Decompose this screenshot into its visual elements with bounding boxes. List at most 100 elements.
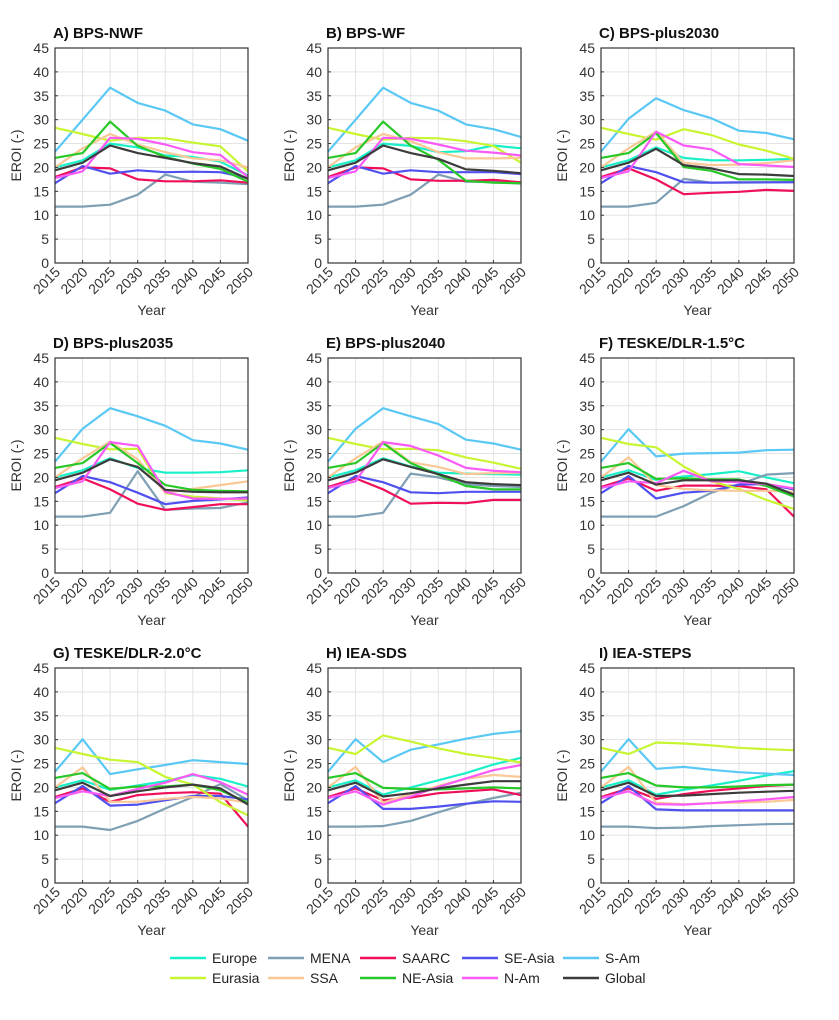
series-line-mena: [328, 472, 522, 518]
series-line-global: [600, 147, 795, 178]
series-line-mena: [601, 822, 795, 830]
x-tick-label: 2020: [330, 574, 363, 607]
series-line-eurasia: [54, 126, 249, 173]
x-tick-label: 2050: [496, 884, 529, 917]
panel-a: A) BPS-NWF051015202530354045201520202025…: [8, 25, 256, 318]
x-tick-label: 2025: [85, 884, 118, 917]
x-tick-label: 2050: [223, 574, 256, 607]
x-axis-label: Year: [410, 612, 439, 628]
y-tick-label: 40: [33, 684, 49, 700]
x-axis-label: Year: [683, 612, 712, 628]
x-tick-label: 2040: [168, 574, 201, 607]
y-tick-label: 15: [33, 183, 49, 199]
panel-c: C) BPS-plus20300510152025303540452015202…: [554, 25, 802, 318]
x-tick-label: 2045: [195, 264, 228, 297]
legend-label: MENA: [310, 950, 351, 966]
legend-item-ne-asia: NE-Asia: [360, 970, 454, 986]
x-tick-label: 2030: [112, 574, 145, 607]
y-tick-label: 25: [306, 446, 322, 462]
series-line-ne-asia: [600, 462, 795, 498]
legend-label: SE-Asia: [504, 950, 555, 966]
y-tick-label: 35: [33, 708, 49, 724]
y-tick-label: 10: [579, 827, 595, 843]
y-tick-label: 10: [579, 207, 595, 223]
y-axis-label: EROI (-): [554, 129, 570, 181]
x-tick-label: 2020: [603, 884, 636, 917]
series-line-n-am: [600, 790, 795, 806]
panel-title: D) BPS-plus2035: [53, 335, 173, 352]
series-line-eurasia: [327, 436, 522, 470]
legend-item-mena: MENA: [268, 950, 351, 966]
y-tick-label: 40: [306, 374, 322, 390]
y-tick-label: 35: [579, 88, 595, 104]
y-tick-label: 5: [41, 851, 49, 867]
x-tick-label: 2020: [57, 884, 90, 917]
y-tick-label: 10: [33, 517, 49, 533]
panel-f: F) TESKE/DLR-1.5°C0510152025303540452015…: [554, 335, 802, 628]
y-tick-label: 10: [306, 207, 322, 223]
x-tick-label: 2050: [223, 264, 256, 297]
y-tick-label: 25: [579, 756, 595, 772]
x-tick-label: 2040: [714, 264, 747, 297]
y-tick-label: 5: [587, 541, 595, 557]
y-tick-label: 15: [306, 493, 322, 509]
series-line-n-am: [600, 130, 795, 180]
plot-frame: [600, 357, 795, 574]
series-line-global: [327, 780, 521, 798]
legend-label: Eurasia: [212, 970, 260, 986]
series-line-s-am: [327, 407, 522, 463]
series-line-ssa: [600, 130, 795, 169]
y-tick-label: 35: [306, 88, 322, 104]
y-tick-label: 15: [33, 493, 49, 509]
series-line-saarc: [54, 787, 249, 828]
y-tick-label: 0: [41, 565, 49, 581]
y-tick-label: 15: [579, 183, 595, 199]
series-line-eurasia: [600, 436, 795, 511]
y-tick-label: 40: [33, 64, 49, 80]
series-line-ssa: [327, 132, 522, 169]
y-tick-label: 5: [314, 851, 322, 867]
y-tick-label: 5: [314, 541, 322, 557]
x-tick-label: 2020: [330, 884, 363, 917]
series-line-europe: [327, 756, 522, 796]
series-line-ne-asia: [54, 120, 249, 183]
series-line-s-am: [600, 428, 795, 463]
legend-label: SAARC: [402, 950, 450, 966]
y-tick-label: 45: [306, 660, 322, 676]
y-tick-label: 0: [314, 565, 322, 581]
series-line-mena: [55, 173, 249, 208]
x-tick-label: 2045: [741, 574, 774, 607]
series-line-saarc: [327, 477, 521, 505]
legend-item-saarc: SAARC: [360, 950, 450, 966]
y-tick-label: 30: [306, 112, 322, 128]
y-tick-label: 25: [579, 446, 595, 462]
x-tick-label: 2030: [658, 574, 691, 607]
y-tick-label: 40: [306, 64, 322, 80]
y-tick-label: 0: [587, 255, 595, 271]
x-axis-label: Year: [410, 302, 439, 318]
legend-label: N-Am: [504, 970, 540, 986]
panel-i: I) IEA-STEPS0510152025303540452015202020…: [554, 645, 802, 938]
y-tick-label: 15: [33, 803, 49, 819]
legend-item-eurasia: Eurasia: [170, 970, 260, 986]
series-line-ne-asia: [327, 120, 522, 185]
y-tick-label: 25: [306, 756, 322, 772]
x-tick-label: 2040: [168, 264, 201, 297]
panel-title: I) IEA-STEPS: [599, 645, 692, 662]
x-tick-label: 2035: [686, 264, 719, 297]
x-axis-label: Year: [137, 922, 166, 938]
series-line-s-am: [54, 407, 249, 463]
y-tick-label: 20: [33, 779, 49, 795]
y-tick-label: 20: [33, 469, 49, 485]
x-tick-label: 2050: [769, 884, 802, 917]
x-tick-label: 2045: [468, 884, 501, 917]
x-tick-label: 2035: [140, 884, 173, 917]
plot-frame: [327, 667, 522, 884]
x-axis-label: Year: [683, 302, 712, 318]
series-line-europe: [327, 142, 522, 169]
y-tick-label: 20: [306, 779, 322, 795]
plot-frame: [54, 357, 249, 574]
series-line-se-asia: [327, 474, 521, 495]
legend-item-s-am: S-Am: [563, 950, 640, 966]
